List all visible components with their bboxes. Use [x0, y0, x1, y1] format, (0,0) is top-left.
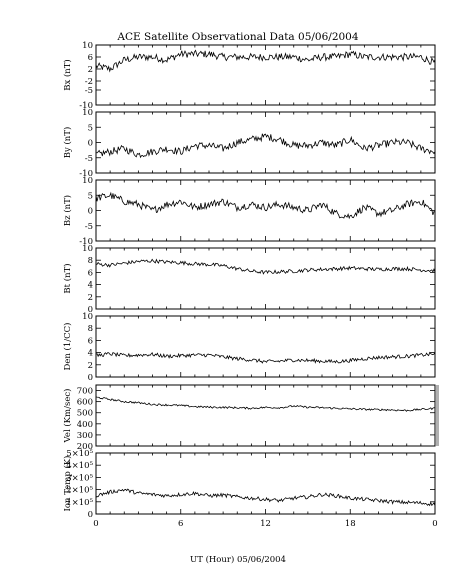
data-trace [95, 396, 436, 412]
panel-frame [95, 111, 436, 174]
panel-frame [95, 384, 436, 447]
panel-1: -10 -5-2 2 6 10 Bx (nT) [62, 41, 436, 111]
x-tick-label: 0 [93, 519, 98, 529]
x-tick-label: 0 [432, 519, 437, 529]
y-tick-label: 0 [88, 510, 93, 520]
y-tick-label: 400 [77, 420, 93, 430]
chart-title: ACE Satellite Observational Data 05/06/2… [116, 31, 358, 43]
y-axis-label: Ion Temp (K) [62, 456, 73, 512]
y-tick-label: -10 [79, 101, 93, 111]
x-tick-label: 18 [345, 519, 356, 529]
y-tick-label: 200 [77, 442, 93, 452]
data-trace [95, 258, 436, 275]
y-tick-label: 6 [88, 268, 93, 278]
y-tick-label: 6 [88, 53, 93, 63]
y-axis-label: Vel (Km/sec) [62, 389, 73, 444]
y-tick-label: 0 [88, 207, 93, 217]
data-trace [95, 133, 436, 159]
y-axis-label: Bz (nT) [62, 195, 73, 226]
panel-frame [95, 247, 436, 310]
x-tick-label: 6 [178, 519, 183, 529]
y-tick-label: 10 [82, 244, 93, 254]
y-tick-label: 5 [88, 191, 93, 201]
y-tick-label: 2×10⁵ [66, 486, 93, 496]
y-tick-label: -10 [79, 169, 93, 179]
data-trace [95, 351, 436, 364]
y-tick-label: 10 [82, 108, 93, 118]
y-tick-label: 4 [88, 281, 93, 291]
y-tick-label: 10 [82, 41, 93, 51]
y-tick-label: 600 [77, 398, 93, 408]
panel-frame [95, 452, 436, 515]
data-gap-marker [436, 385, 439, 446]
panel-3: -10 -5 0 5 10 Bz (nT) [62, 176, 436, 247]
y-tick-label: 2 [88, 293, 93, 303]
x-axis-label: UT (Hour) 05/06/2004 [190, 554, 286, 565]
y-tick-label: 0 [88, 305, 93, 315]
y-tick-label: 0 [88, 373, 93, 383]
panel-frame [95, 44, 436, 106]
x-tick-label: 12 [260, 519, 271, 529]
panel-5: 0 2 4 6 8 10 Den (1/CC) [62, 312, 436, 383]
y-tick-label: 4 [88, 349, 93, 359]
y-axis-label: By (nT) [62, 127, 73, 159]
y-tick-label: 500 [77, 409, 93, 419]
y-tick-label: 2 [88, 65, 93, 75]
y-tick-label: 4×10⁵ [66, 461, 93, 471]
y-tick-label: 300 [77, 431, 93, 441]
y-tick-label: 6 [88, 336, 93, 346]
panel-4: 0 2 4 6 8 10 Bt (nT) [62, 244, 436, 315]
y-tick-label: 3×10⁵ [66, 473, 93, 483]
data-trace [95, 49, 436, 73]
y-axis-label: Den (1/CC) [62, 323, 73, 371]
y-tick-label: -5 [85, 86, 93, 96]
y-tick-label: 700 [77, 387, 93, 397]
data-trace [95, 488, 436, 507]
y-tick-label: -5 [85, 154, 93, 164]
y-tick-label: -5 [85, 222, 93, 232]
y-tick-label: 5 [88, 123, 93, 133]
y-axis-label: Bx (nT) [62, 59, 73, 91]
y-tick-label: 0 [88, 139, 93, 149]
y-tick-label: -2 [85, 77, 93, 87]
y-tick-label: 1×10⁵ [66, 498, 93, 508]
y-tick-label: 10 [82, 176, 93, 186]
y-tick-label: 5×10⁵ [66, 449, 93, 459]
y-tick-label: -10 [79, 237, 93, 247]
panel-frame [95, 315, 436, 378]
y-tick-label: 2 [88, 361, 93, 371]
y-tick-label: 8 [88, 256, 93, 266]
y-tick-label: 10 [82, 312, 93, 322]
panel-2: -10 -5 0 5 10 By (nT) [62, 108, 436, 179]
y-axis-label: Bt (nT) [62, 263, 73, 293]
data-trace [95, 191, 436, 220]
y-tick-label: 8 [88, 324, 93, 334]
